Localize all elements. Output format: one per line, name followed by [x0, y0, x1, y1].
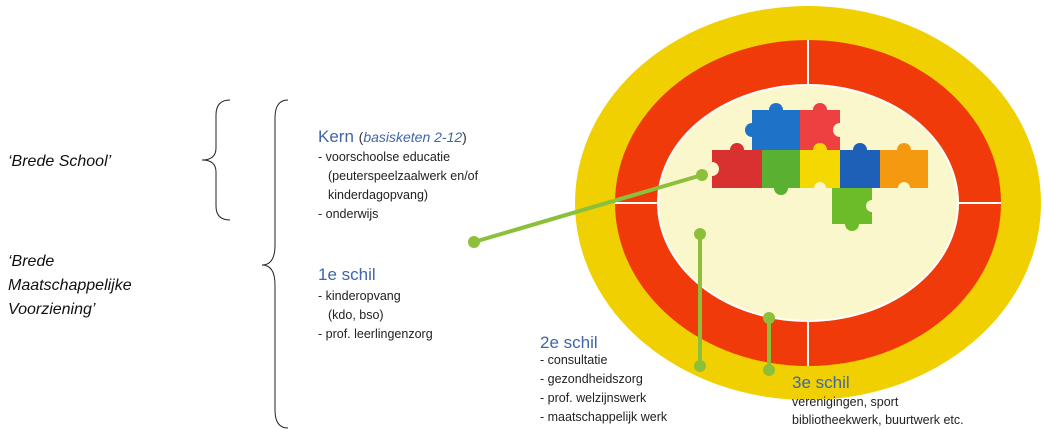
title: Kern [318, 127, 354, 146]
line: - gezondheidszorg [540, 372, 643, 386]
line: kinderdagopvang) [328, 188, 428, 202]
diagram: ‘Brede School’ ‘Brede Maatschappelijke V… [0, 0, 1044, 430]
line: - prof. welzijnswerk [540, 391, 647, 405]
line: - consultatie [540, 353, 607, 367]
brace [202, 100, 230, 220]
schil-title: 2e schil [540, 333, 598, 352]
paren: ) [462, 129, 467, 145]
label: ‘Brede School’ [8, 153, 112, 170]
subtitle: basisketen 2-12 [363, 129, 462, 145]
brace [262, 100, 288, 428]
line: - kinderopvang [318, 289, 401, 303]
line: - onderwijs [318, 207, 378, 221]
label: ‘Brede [8, 253, 54, 270]
line: (kdo, bso) [328, 308, 384, 322]
label: Maatschappelijke [8, 277, 132, 294]
kern-title: Kern (basisketen 2-12) [318, 127, 467, 146]
line: bibliotheekwerk, buurtwerk etc. [792, 413, 964, 427]
label: Voorziening’ [8, 301, 96, 318]
schil-title: 3e schil [792, 373, 850, 392]
line: - prof. leerlingenzorg [318, 327, 433, 341]
page: {"left_labels": {"brede_school": "‘Brede… [0, 0, 1044, 430]
line: - voorschoolse educatie [318, 150, 450, 164]
line: (peuterspeelzaalwerk en/of [328, 169, 479, 183]
schil-title: 1e schil [318, 265, 376, 284]
line: - maatschappelijk werk [540, 410, 668, 424]
line: verenigingen, sport [792, 395, 899, 409]
